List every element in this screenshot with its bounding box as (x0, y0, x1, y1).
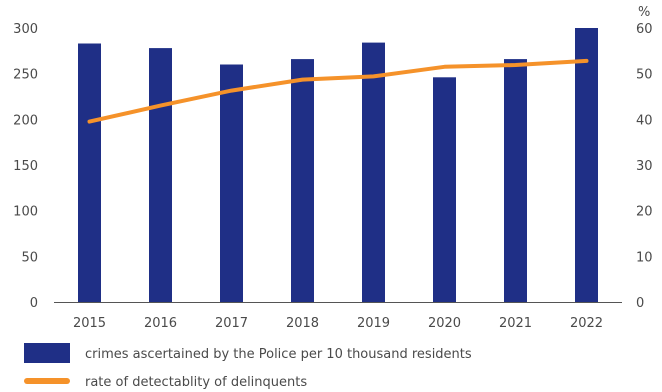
bar-2015 (78, 43, 101, 302)
line-series (87, 58, 589, 124)
bar-2022 (575, 28, 598, 302)
bar-2020 (433, 77, 456, 302)
x-tick-labels: 2015 2016 2017 2018 2019 2020 2021 2022 (73, 316, 603, 331)
y-right-tick-labels: 0 10 20 30 40 50 60 (636, 22, 653, 311)
y-left-tick-labels: 0 50 100 150 200 250 300 (13, 22, 38, 311)
x-tick-label: 2017 (215, 316, 248, 331)
y-left-tick-label: 150 (13, 159, 38, 174)
x-tick-label: 2018 (286, 316, 319, 331)
y-right-unit: % (638, 5, 650, 20)
y-right-tick-label: 50 (636, 68, 653, 83)
x-tick-label: 2021 (499, 316, 532, 331)
y-left-tick-label: 200 (13, 113, 38, 128)
bar-2017 (220, 64, 243, 302)
bar-2021 (504, 59, 527, 302)
x-tick-label: 2016 (144, 316, 177, 331)
x-tick-label: 2022 (570, 316, 603, 331)
y-left-tick-label: 0 (30, 296, 38, 311)
y-left-tick-label: 100 (13, 205, 38, 220)
x-tick-label: 2015 (73, 316, 106, 331)
y-left-tick-label: 50 (21, 250, 38, 265)
legend-line-label: rate of detectablity of delinquents (85, 375, 307, 390)
y-right-tick-label: 40 (636, 113, 653, 128)
y-right-tick-label: 60 (636, 22, 653, 37)
y-right-tick-label: 30 (636, 159, 653, 174)
y-left-tick-label: 300 (13, 22, 38, 37)
y-right-tick-label: 0 (636, 296, 644, 311)
bar-2019 (362, 42, 385, 302)
bar-2018 (291, 59, 314, 302)
x-tick-label: 2020 (428, 316, 461, 331)
bar-2016 (149, 48, 172, 302)
legend-bar-label: crimes ascertained by the Police per 10 … (85, 347, 472, 362)
legend-bar-swatch (24, 343, 70, 363)
y-right-tick-label: 20 (636, 205, 653, 220)
x-tick-label: 2019 (357, 316, 390, 331)
legend: crimes ascertained by the Police per 10 … (24, 343, 472, 390)
y-left-tick-label: 250 (13, 68, 38, 83)
bar-series (78, 28, 598, 302)
y-right-tick-label: 10 (636, 250, 653, 265)
